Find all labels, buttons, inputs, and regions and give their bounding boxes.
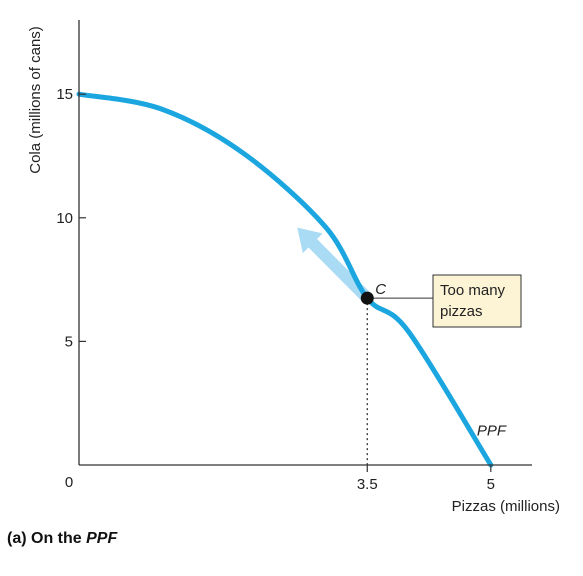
y-axis-label: Cola (millions of cans) bbox=[27, 26, 44, 174]
callout-text-line-2: pizzas bbox=[440, 303, 483, 320]
point-layer bbox=[360, 291, 374, 465]
arrow-layer bbox=[297, 227, 374, 305]
callout-text-line-1: Too many bbox=[440, 282, 506, 299]
x-tick-label-3.5: 3.5 bbox=[357, 476, 378, 493]
axes-layer: 5 10 15 3.5 5 bbox=[56, 20, 532, 493]
callout: Too many pizzas bbox=[373, 274, 522, 328]
x-axis-label: Pizzas (millions) bbox=[452, 498, 560, 515]
callout-box bbox=[432, 274, 522, 328]
y-tick-label-10: 10 bbox=[56, 210, 73, 227]
x-tick-label-5: 5 bbox=[487, 476, 495, 493]
caption-prefix: (a) On the bbox=[7, 530, 86, 547]
caption-ppf-italic: PPF bbox=[86, 530, 118, 547]
origin-label: 0 bbox=[65, 474, 73, 491]
ppf-curve bbox=[76, 91, 494, 468]
movement-arrow-shaft bbox=[306, 237, 374, 305]
y-tick-label-5: 5 bbox=[65, 333, 73, 350]
movement-arrow-head bbox=[297, 227, 323, 254]
y-tick-label-15: 15 bbox=[56, 86, 73, 103]
point-c-marker bbox=[360, 291, 374, 305]
series-label-ppf: PPF bbox=[477, 422, 507, 439]
chart-caption: (a) On the PPF bbox=[7, 530, 118, 547]
curve-layer bbox=[76, 91, 494, 468]
point-label-c: C bbox=[375, 281, 386, 298]
